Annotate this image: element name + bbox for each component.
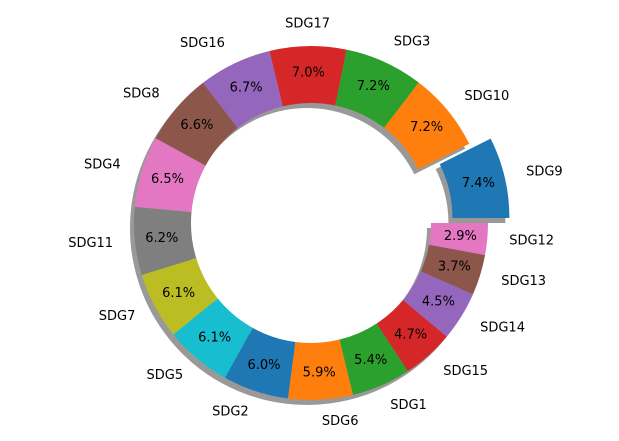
slice-label-sdg13: SDG13 <box>501 274 546 289</box>
slice-label-sdg16: SDG16 <box>180 36 225 51</box>
slice-sdg12 <box>429 223 488 256</box>
slice-label-sdg8: SDG8 <box>123 86 160 101</box>
slice-sdg11 <box>133 206 197 275</box>
slice-sdg10 <box>384 82 470 170</box>
slice-label-sdg15: SDG15 <box>443 364 488 379</box>
slice-label-sdg7: SDG7 <box>99 309 136 324</box>
slice-label-sdg1: SDG1 <box>390 398 427 413</box>
slice-label-sdg3: SDG3 <box>394 35 431 50</box>
label-layer: SDG9 7.4% SDG10 7.2% SDG3 7.2% SDG17 7.0% SDG16 6… <box>68 17 563 430</box>
slice-sdg15 <box>376 300 447 372</box>
slice-percent-sdg6: 5.9% <box>303 365 336 380</box>
slice-percent-sdg8: 6.6% <box>180 118 213 133</box>
slice-label-sdg17: SDG17 <box>285 17 330 32</box>
slice-percent-sdg16: 6.7% <box>230 80 263 95</box>
slice-sdg13 <box>420 244 486 295</box>
slice-percent-sdg17: 7.0% <box>292 66 325 81</box>
slice-percent-sdg10: 7.2% <box>410 120 443 135</box>
slice-sdg7 <box>141 258 218 335</box>
slice-percent-sdg2: 6.0% <box>247 358 280 373</box>
slice-sdg2 <box>225 327 296 399</box>
slice-label-sdg5: SDG5 <box>146 368 183 383</box>
slice-percent-sdg4: 6.5% <box>151 172 184 187</box>
slice-percent-sdg1: 5.4% <box>354 353 387 368</box>
slice-sdg1 <box>339 323 408 395</box>
slice-percent-sdg15: 4.7% <box>394 328 427 343</box>
slice-label-sdg6: SDG6 <box>322 414 359 429</box>
slice-percent-sdg3: 7.2% <box>357 79 390 94</box>
slice-label-sdg2: SDG2 <box>212 405 249 420</box>
slice-percent-sdg12: 2.9% <box>444 229 477 244</box>
slice-label-sdg12: SDG12 <box>509 234 554 249</box>
slice-percent-sdg14: 4.5% <box>422 295 455 310</box>
slice-sdg14 <box>403 271 474 337</box>
slice-sdg6 <box>288 339 354 400</box>
slice-sdg9 <box>439 138 510 218</box>
slice-label-sdg10: SDG10 <box>464 89 509 104</box>
slice-sdg8 <box>155 82 238 166</box>
slice-sdg17 <box>269 45 347 107</box>
slice-percent-sdg5: 6.1% <box>198 330 231 345</box>
slice-label-sdg11: SDG11 <box>68 236 113 251</box>
slice-sdg4 <box>134 138 206 213</box>
slice-percent-sdg11: 6.2% <box>145 231 178 246</box>
slice-percent-sdg13: 3.7% <box>438 260 471 275</box>
slice-label-sdg14: SDG14 <box>480 320 525 335</box>
slice-label-sdg4: SDG4 <box>84 158 121 173</box>
slice-percent-sdg9: 7.4% <box>462 176 495 191</box>
slice-sdg3 <box>335 49 419 128</box>
slice-sdg16 <box>202 50 283 129</box>
slice-label-sdg9: SDG9 <box>526 165 563 180</box>
slice-sdg5 <box>173 298 253 378</box>
slice-layer <box>133 45 510 400</box>
slice-percent-sdg7: 6.1% <box>162 286 195 301</box>
